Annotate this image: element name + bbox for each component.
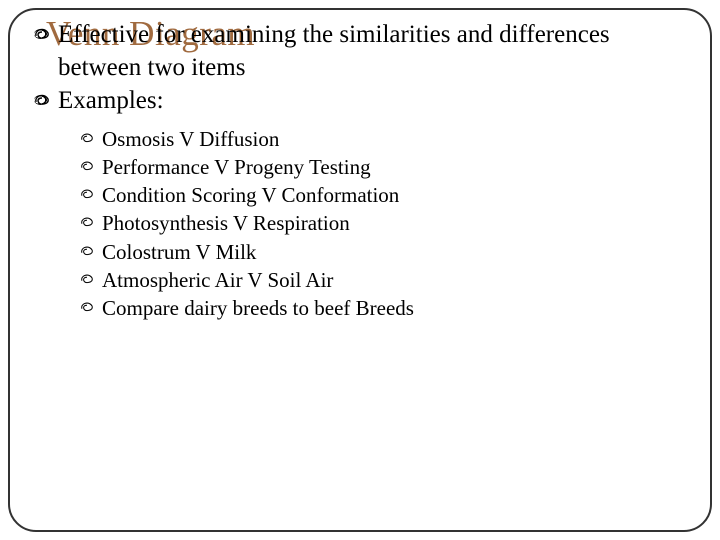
sub-item-text: Osmosis V Diffusion [102,127,279,151]
main-item: Examples: Osmosis V Diffusion Performanc… [34,84,686,322]
sub-item-text: Colostrum V Milk [102,240,256,264]
swirl-bullet-icon [80,273,94,285]
sub-item: Performance V Progeny Testing [80,153,686,181]
swirl-bullet-icon [34,27,50,41]
main-item-text: Effective for examining the similarities… [58,21,610,81]
sub-item-text: Compare dairy breeds to beef Breeds [102,296,414,320]
sub-item-text: Photosynthesis V Respiration [102,211,350,235]
main-list: Effective for examining the similarities… [34,18,686,322]
swirl-bullet-icon [80,216,94,228]
swirl-bullet-icon [80,301,94,313]
main-item-text: Examples: [58,87,164,114]
swirl-bullet-icon [34,93,50,107]
sub-item: Colostrum V Milk [80,238,686,266]
sub-item-text: Atmospheric Air V Soil Air [102,268,333,292]
sub-item: Photosynthesis V Respiration [80,209,686,237]
sub-item-text: Condition Scoring V Conformation [102,183,399,207]
swirl-bullet-icon [80,188,94,200]
slide-content: Effective for examining the similarities… [34,18,686,322]
sub-list: Osmosis V Diffusion Performance V Progen… [80,125,686,322]
sub-item: Atmospheric Air V Soil Air [80,266,686,294]
sub-item-text: Performance V Progeny Testing [102,155,371,179]
swirl-bullet-icon [80,245,94,257]
sub-item: Compare dairy breeds to beef Breeds [80,294,686,322]
swirl-bullet-icon [80,160,94,172]
sub-item: Osmosis V Diffusion [80,125,686,153]
sub-item: Condition Scoring V Conformation [80,181,686,209]
swirl-bullet-icon [80,132,94,144]
main-item: Effective for examining the similarities… [34,18,686,84]
